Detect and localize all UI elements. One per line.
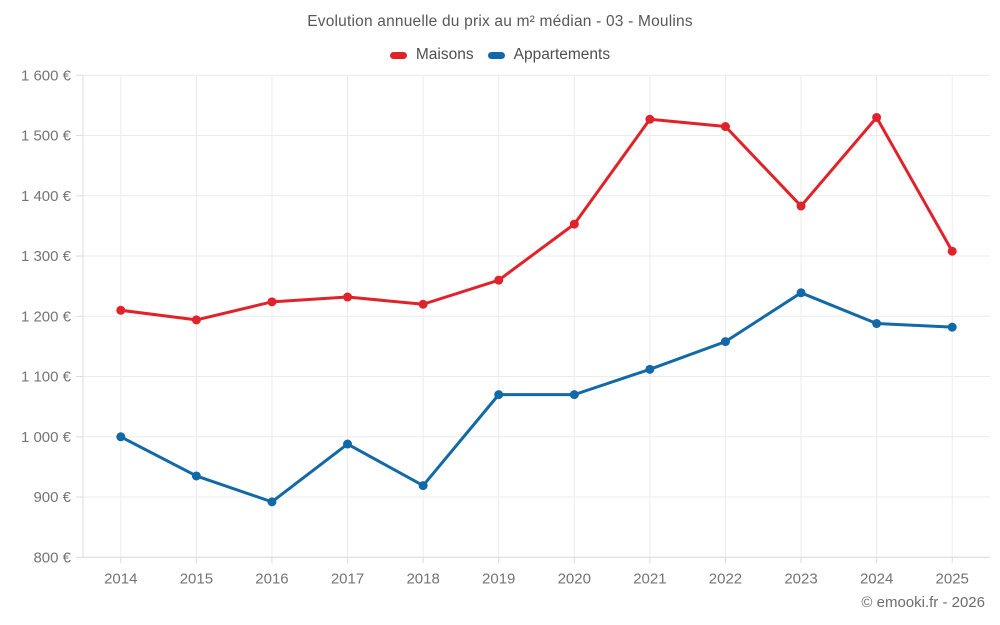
data-point-appartements-2015[interactable]	[191, 471, 201, 481]
data-point-appartements-2023[interactable]	[796, 288, 806, 298]
data-point-maisons-2020[interactable]	[569, 219, 579, 229]
y-axis-label: 1 500 €	[21, 128, 72, 145]
x-axis-label: 2018	[406, 570, 439, 587]
data-point-appartements-2024[interactable]	[872, 319, 882, 329]
data-point-maisons-2018[interactable]	[418, 299, 428, 309]
x-axis-label: 2024	[860, 570, 893, 587]
y-axis-label: 900 €	[33, 489, 71, 506]
data-point-appartements-2016[interactable]	[267, 497, 277, 507]
data-point-appartements-2018[interactable]	[418, 481, 428, 491]
data-point-maisons-2023[interactable]	[796, 201, 806, 211]
data-point-appartements-2021[interactable]	[645, 364, 655, 374]
series-line-appartements	[119, 291, 954, 504]
x-axis-label: 2014	[104, 570, 137, 587]
data-point-maisons-2022[interactable]	[720, 122, 730, 132]
data-point-maisons-2016[interactable]	[267, 297, 277, 307]
appartements-series-swatch-icon	[487, 51, 505, 59]
x-axis-label: 2022	[709, 570, 742, 587]
data-point-maisons-2015[interactable]	[191, 315, 201, 325]
data-point-appartements-2017[interactable]	[343, 439, 353, 449]
legend-label-maisons: Maisons	[415, 46, 474, 63]
legend-item-appartements[interactable]: Appartements	[487, 46, 611, 64]
data-point-maisons-2019[interactable]	[494, 275, 504, 285]
y-axis-label: 1 300 €	[21, 248, 72, 265]
x-axis-label: 2015	[180, 570, 213, 587]
data-point-appartements-2020[interactable]	[569, 390, 579, 400]
data-point-appartements-2014[interactable]	[116, 432, 126, 442]
x-axis-label: 2021	[633, 570, 666, 587]
data-point-maisons-2014[interactable]	[116, 305, 126, 315]
x-axis-label: 2020	[558, 570, 591, 587]
legend-item-maisons[interactable]: Maisons	[389, 46, 474, 64]
data-point-appartements-2019[interactable]	[494, 390, 504, 400]
data-point-appartements-2022[interactable]	[720, 337, 730, 347]
y-axis-label: 1 000 €	[21, 429, 72, 446]
x-axis-label: 2017	[331, 570, 364, 587]
data-point-maisons-2017[interactable]	[343, 292, 353, 302]
chart-title: Evolution annuelle du prix au m² médian …	[307, 13, 693, 30]
y-axis-label: 800 €	[33, 549, 71, 566]
x-axis-label: 2019	[482, 570, 515, 587]
data-point-maisons-2025[interactable]	[947, 246, 957, 256]
y-axis-label: 1 400 €	[21, 188, 72, 205]
footer-credit: © emooki.fr - 2026	[861, 594, 985, 611]
x-axis-label: 2023	[784, 570, 817, 587]
data-point-appartements-2025[interactable]	[947, 322, 957, 332]
y-axis-label: 1 600 €	[21, 67, 72, 84]
y-axis-label: 1 200 €	[21, 308, 72, 325]
data-point-maisons-2024[interactable]	[872, 112, 882, 122]
data-point-maisons-2021[interactable]	[645, 114, 655, 124]
y-axis-label: 1 100 €	[21, 369, 72, 386]
maisons-series-swatch-icon	[389, 51, 407, 59]
legend-label-appartements: Appartements	[513, 46, 611, 63]
series-line-maisons	[119, 115, 954, 322]
chart-legend: Maisons Appartements	[0, 46, 1000, 64]
x-axis-label: 2016	[255, 570, 288, 587]
x-axis-label: 2025	[936, 570, 969, 587]
